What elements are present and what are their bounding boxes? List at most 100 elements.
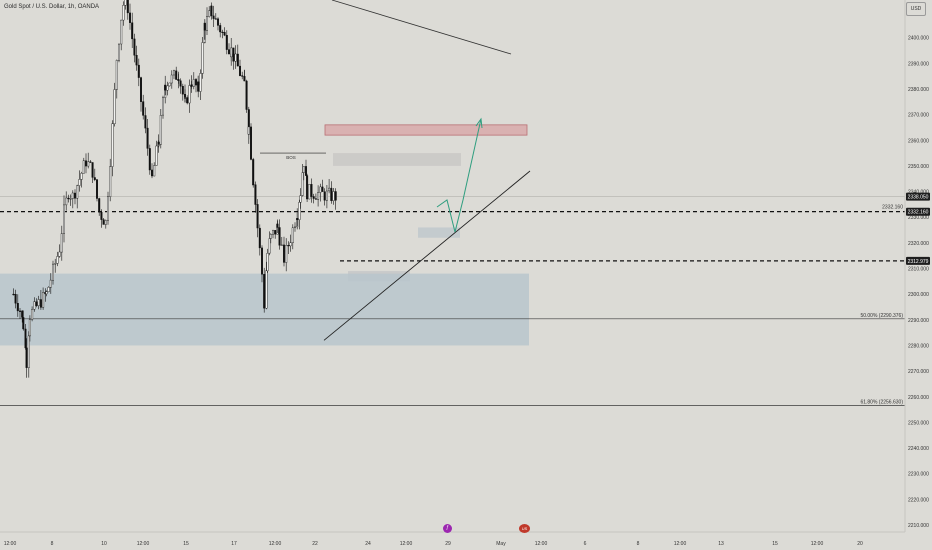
candle-body [314,198,317,200]
annotation-label: 50.00% (2290.376) [860,313,903,319]
candle-body [334,191,337,201]
candle-body [109,166,112,197]
candle-body [221,31,224,34]
candle-body [280,244,283,246]
candle-body [252,159,255,185]
currency-button[interactable]: USD [906,2,926,16]
candle-body [78,179,81,186]
us-flag-event-icon[interactable]: US [519,524,530,533]
y-tick-label: 2210.000 [908,523,929,529]
candle-body [263,274,266,309]
candle-body [319,186,322,193]
y-tick-label: 2300.000 [908,292,929,298]
candle-body [98,198,101,213]
candle-body [52,263,55,281]
candle-body [306,175,309,200]
candle-body [45,291,48,295]
candle-body [71,192,74,199]
candle-body [19,310,22,312]
y-tick-label: 2250.000 [908,420,929,426]
candle-body [164,84,167,91]
projection [436,117,483,233]
price-label: 2338.050 [908,195,929,201]
y-tick-label: 2330.000 [908,215,929,221]
candle-body [69,198,72,200]
y-tick-label: 2390.000 [908,61,929,67]
candle-body [216,18,219,26]
zone-0 [325,124,527,136]
candle-body [166,85,169,91]
price-label-bg [906,207,930,216]
x-tick-label: 15 [772,541,778,547]
candle-body [91,162,94,178]
earnings-event-icon[interactable]: ƒ [443,524,452,533]
candle-body [192,79,195,87]
x-tick-label: 13 [718,541,724,547]
y-tick-label: 2230.000 [908,472,929,478]
x-tick-label: 12:00 [811,541,824,547]
candle-body [117,43,120,61]
candle-body [139,77,142,102]
candle-body [232,47,235,62]
candle-body [76,185,79,199]
x-tick-label: 12:00 [400,541,413,547]
candle-body [104,220,107,225]
candle-body [268,238,271,254]
y-tick-label: 2370.000 [908,113,929,119]
candle-body [214,18,217,20]
candle-body [124,0,127,6]
candle-body [199,73,202,92]
x-tick-label: 6 [584,541,587,547]
candle-body [159,114,162,145]
candle-body [219,25,222,33]
x-tick-label: 17 [231,541,237,547]
candle-body [148,148,151,171]
candle-body [144,115,147,129]
candle-body [274,230,277,235]
candle-body [194,79,197,86]
candle-body [128,12,131,23]
y-tick-label: 2270.000 [908,369,929,375]
x-tick-label: 12:00 [535,541,548,547]
candle-body [325,190,328,201]
candle-body [24,328,27,349]
supply-zone-border [324,124,528,136]
candle-body [245,80,248,110]
candle-body [47,287,50,293]
candle-body [301,172,304,196]
time-axis[interactable]: 12:00 8 10 12:00 15 17 12:00 22 24 12:00 29 May 12:0… [4,541,863,547]
candle-body [155,145,158,166]
candle-body [312,196,315,199]
y-tick-label: 2400.000 [908,36,929,42]
candle-body [208,10,211,17]
candle-body [25,347,28,368]
candle-body [269,233,272,239]
y-tick-label: 2360.000 [908,138,929,144]
x-tick-label: 8 [637,541,640,547]
candle-body [183,97,186,99]
x-tick-label: 12:00 [269,541,282,547]
x-tick-label: 10 [101,541,107,547]
candle-body [93,177,96,180]
price-label: 2332.160 [908,210,929,216]
x-tick-label: 22 [312,541,318,547]
zone-2 [418,227,460,238]
candle-body [287,244,290,247]
y-tick-label: 2310.000 [908,267,929,273]
candle-body [225,35,228,50]
candle-body [332,191,335,201]
candle-body [249,126,252,160]
candle-body [31,309,34,320]
candle-body [305,166,308,176]
annotation-label: 61.80% (2256.630) [860,399,903,405]
candle-body [188,85,191,104]
candle-body [299,195,302,203]
candle-body [80,172,83,180]
symbol-title: Gold Spot / U.S. Dollar, 1h, OANDA [4,4,100,10]
candle-body [63,204,66,234]
price-label-bg [906,256,930,265]
x-tick-label: 12:00 [674,541,687,547]
candle-body [12,293,15,296]
candle-body [285,244,288,263]
